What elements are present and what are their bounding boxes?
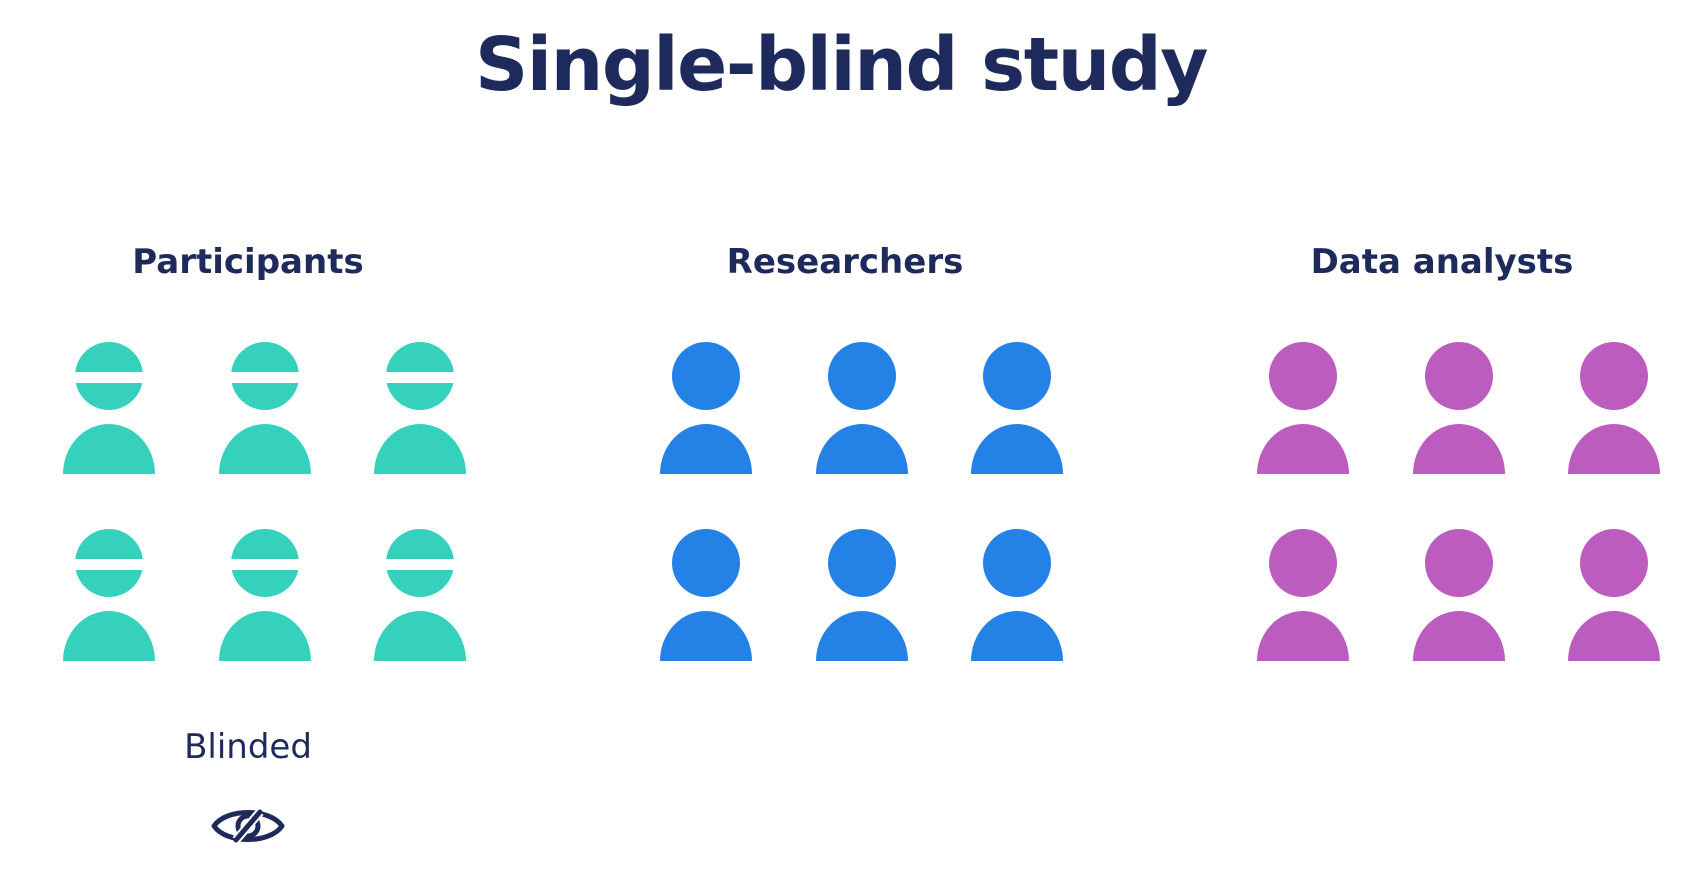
person-icon <box>798 340 918 490</box>
person-icon <box>1239 527 1359 677</box>
person-icon <box>1550 527 1670 677</box>
blinded-person-icon <box>356 527 476 677</box>
person-icon <box>1239 340 1359 490</box>
person-icon <box>953 527 1073 677</box>
group-label: Researchers <box>726 242 964 282</box>
person-icon <box>953 340 1073 490</box>
group-researchers: Researchers <box>615 0 1075 888</box>
group-participants: Participants Blinded <box>18 0 478 888</box>
blinded-person-icon <box>45 527 165 677</box>
person-icon <box>1395 340 1515 490</box>
blinded-person-icon <box>45 340 165 490</box>
blinded-eye-icon <box>18 800 478 860</box>
blinded-label: Blinded <box>184 727 312 767</box>
group-label: Data analysts <box>1310 242 1574 282</box>
person-icon <box>1395 527 1515 677</box>
group-data-analysts: Data analysts <box>1212 0 1672 888</box>
blinded-person-icon <box>201 340 321 490</box>
group-label: Participants <box>132 242 364 282</box>
person-icon <box>1550 340 1670 490</box>
diagram-title: Single-blind study <box>474 22 1209 108</box>
person-icon <box>642 340 762 490</box>
blinded-person-icon <box>201 527 321 677</box>
blinded-person-icon <box>356 340 476 490</box>
person-icon <box>798 527 918 677</box>
person-icon <box>642 527 762 677</box>
